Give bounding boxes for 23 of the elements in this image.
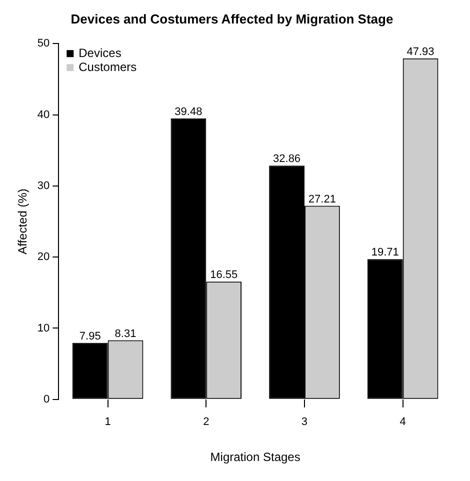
chart-title: Devices and Costumers Affected by Migration Stage	[70, 11, 394, 26]
x-tick-label: 4	[400, 416, 406, 428]
y-tick-label: 20	[37, 251, 50, 264]
legend-label: Devices	[78, 46, 122, 60]
x-tick-label: 3	[301, 416, 308, 428]
data-label: 16.55	[210, 269, 238, 282]
data-label: 19.71	[371, 246, 399, 259]
legend-label: Customers	[78, 60, 137, 74]
y-tick-label: 10	[37, 322, 50, 334]
data-label: 39.48	[174, 106, 202, 118]
y-tick-label: 40	[37, 108, 50, 121]
x-axis-title: Migration Stages	[210, 450, 300, 464]
data-label: 32.86	[273, 153, 301, 166]
y-tick-label: 30	[37, 180, 50, 192]
data-label: 27.21	[308, 193, 336, 206]
x-tick-label: 2	[203, 416, 210, 428]
y-tick-label: 50	[37, 38, 50, 50]
y-tick-label: 0	[44, 393, 50, 406]
y-axis-title: Affected (%)	[16, 188, 30, 254]
data-label: 7.95	[79, 330, 101, 342]
data-label: 8.31	[114, 328, 136, 340]
data-label: 47.93	[406, 46, 434, 58]
x-tick-label: 1	[104, 416, 111, 428]
